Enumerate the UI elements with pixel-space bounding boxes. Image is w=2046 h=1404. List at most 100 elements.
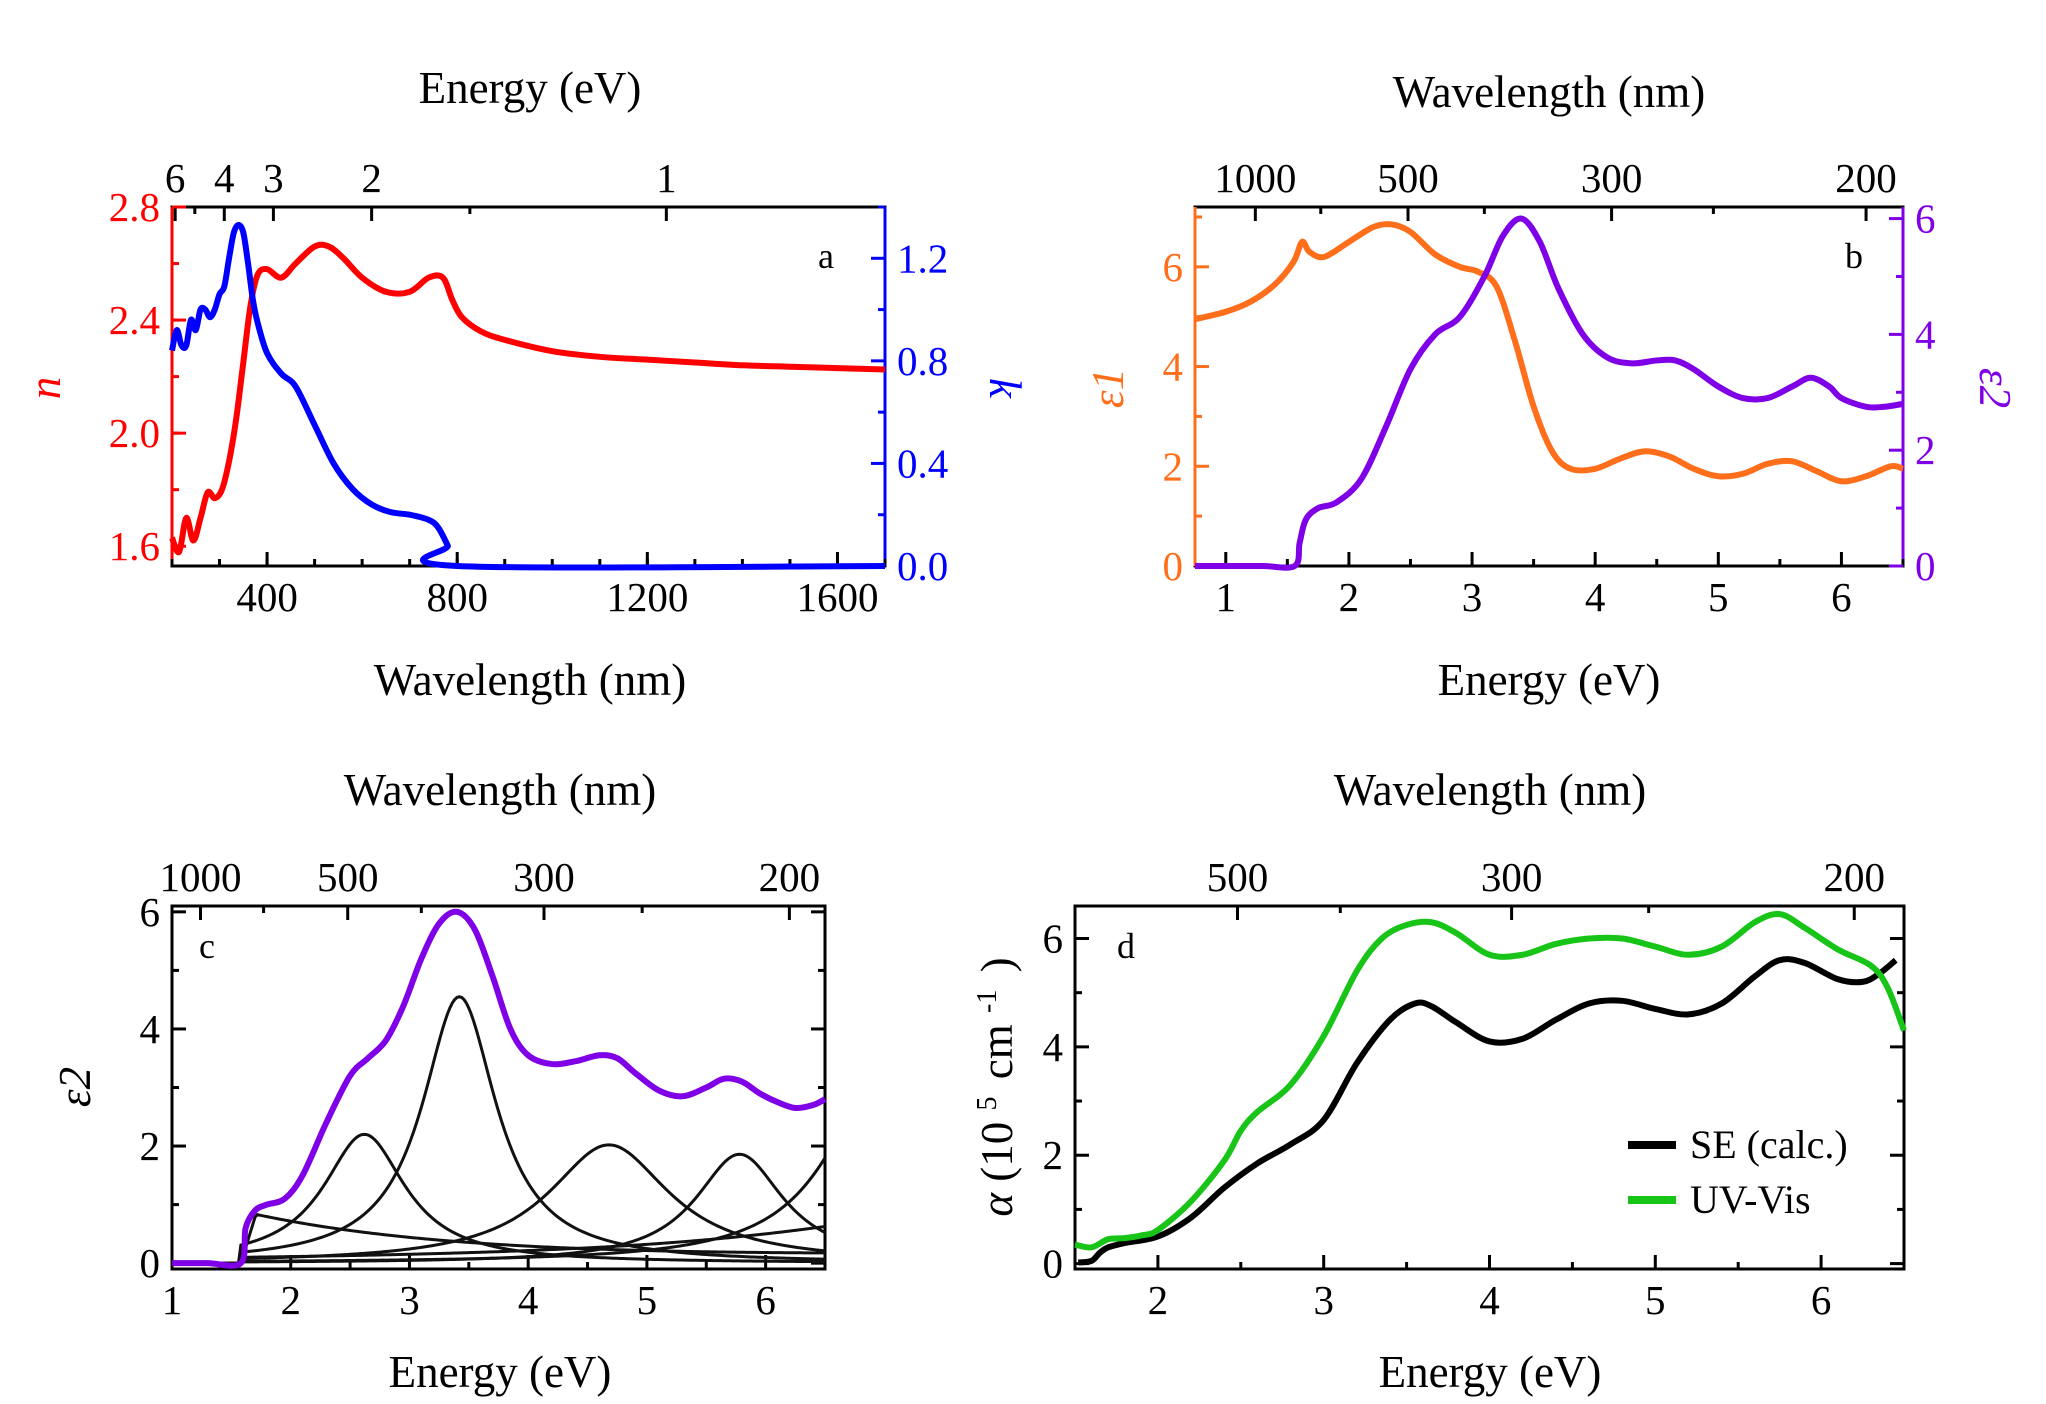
d-top-tick-label: 500 bbox=[1207, 854, 1269, 900]
d-alpha-symbol: α bbox=[972, 1192, 1022, 1217]
a-top-tick-label: 3 bbox=[263, 155, 284, 201]
b-left-tick-label: 4 bbox=[1163, 344, 1184, 390]
c-top-tick-label: 1000 bbox=[159, 854, 241, 900]
d-alpha-close: ) bbox=[972, 957, 1022, 972]
panel-b-right-axis-title: ε2 bbox=[1970, 368, 2020, 408]
svg-text:α (10 5: α (10 5 cm -1 ) bbox=[956, 957, 1022, 1216]
a-x-tick-label: 1200 bbox=[606, 574, 688, 620]
d-series-uv-vis bbox=[1074, 910, 1907, 1251]
panel-d-x-axis-title: Energy (eV) bbox=[1379, 1347, 1602, 1397]
b-top-tick-label: 1000 bbox=[1214, 155, 1296, 201]
c-left-tick-label: 4 bbox=[140, 1006, 161, 1052]
panel-a-label: a bbox=[818, 236, 834, 276]
b-x-tick-label: 5 bbox=[1708, 574, 1729, 620]
c-x-tick-label: 1 bbox=[162, 1277, 183, 1323]
b-x-tick-label: 3 bbox=[1462, 574, 1483, 620]
b-top-tick-label: 200 bbox=[1835, 155, 1897, 201]
c-top-tick-label: 200 bbox=[759, 854, 821, 900]
b-right-tick-label: 2 bbox=[1915, 427, 1936, 473]
panel-b: 1 2 3 4 5 6 1000 500 300 200 0 2 4 6 0 2 4 6 Wavelength (… bbox=[1083, 67, 2020, 705]
c-oscillator-2 bbox=[172, 1132, 826, 1265]
a-top-tick-label: 4 bbox=[214, 155, 235, 201]
b-x-tick-label: 6 bbox=[1831, 574, 1852, 620]
panel-c-x-axis-title: Energy (eV) bbox=[389, 1347, 612, 1397]
panel-a-right-axis-title: k bbox=[980, 378, 1030, 399]
a-series-n bbox=[169, 241, 886, 556]
c-top-tick-label: 500 bbox=[317, 854, 379, 900]
c-x-tick-label: 6 bbox=[755, 1277, 776, 1323]
b-left-tick-label: 6 bbox=[1163, 244, 1184, 290]
b-top-tick-label: 500 bbox=[1377, 155, 1439, 201]
a-top-tick-label: 6 bbox=[165, 155, 186, 201]
b-right-tick-label: 4 bbox=[1915, 311, 1936, 357]
a-left-tick-label: 2.0 bbox=[109, 410, 160, 456]
a-left-tick-label: 2.4 bbox=[109, 297, 160, 343]
panel-c-frame bbox=[170, 904, 827, 1271]
d-top-tick-label: 200 bbox=[1824, 854, 1886, 900]
b-right-tick-label: 0 bbox=[1915, 543, 1936, 589]
a-x-tick-label: 1600 bbox=[796, 574, 878, 620]
panel-c-label: c bbox=[199, 926, 215, 966]
svg-text:ε2: ε2 bbox=[1970, 368, 2020, 408]
a-right-tick-label: 0.4 bbox=[897, 440, 948, 486]
c-x-tick-label: 4 bbox=[518, 1277, 539, 1323]
panel-b-x-axis-title: Energy (eV) bbox=[1438, 655, 1661, 705]
panel-a-x-axis-title: Wavelength (nm) bbox=[374, 655, 687, 705]
panel-a-top-axis-title: Energy (eV) bbox=[419, 63, 642, 113]
c-oscillator-1 bbox=[172, 1213, 826, 1265]
b-series-eps1 bbox=[1194, 221, 1904, 485]
d-top-tick-label: 300 bbox=[1481, 854, 1543, 900]
b-x-tick-label: 2 bbox=[1339, 574, 1360, 620]
panel-d-left-axis-title: α (10 5 cm -1 ) bbox=[956, 957, 1022, 1216]
d-x-tick-label: 6 bbox=[1811, 1277, 1832, 1323]
panel-a-frame bbox=[170, 205, 887, 568]
b-top-tick-label: 300 bbox=[1581, 155, 1643, 201]
c-oscillator-7 bbox=[172, 1225, 826, 1265]
legend-label-se: SE (calc.) bbox=[1690, 1122, 1848, 1167]
b-left-tick-label: 2 bbox=[1163, 443, 1184, 489]
a-top-tick-label: 2 bbox=[361, 155, 382, 201]
a-left-tick-label: 1.6 bbox=[109, 523, 160, 569]
c-x-tick-label: 3 bbox=[399, 1277, 420, 1323]
a-right-tick-label: 0.8 bbox=[897, 338, 948, 384]
c-left-tick-label: 0 bbox=[140, 1240, 161, 1286]
a-top-tick-label: 1 bbox=[656, 155, 677, 201]
b-eps1-symbol: ε1 bbox=[1083, 368, 1133, 408]
b-eps2-symbol: ε2 bbox=[1970, 368, 2020, 408]
d-x-tick-label: 3 bbox=[1313, 1277, 1334, 1323]
panel-d-legend: SE (calc.) UV-Vis bbox=[1628, 1122, 1848, 1222]
b-left-tick-label: 0 bbox=[1163, 543, 1184, 589]
d-alpha-unit: cm bbox=[972, 1024, 1022, 1079]
panel-a-left-axis-title: n bbox=[20, 377, 70, 400]
d-alpha-sup2: -1 bbox=[972, 990, 1003, 1013]
c-left-tick-label: 6 bbox=[140, 889, 161, 935]
svg-text:ε1: ε1 bbox=[1083, 368, 1133, 408]
c-series-total bbox=[171, 908, 827, 1269]
panel-a: 400 800 1200 1600 6 4 3 2 1 1.6 2.0 2.4 2.8 0.0 0.4 0.8… bbox=[20, 63, 1030, 705]
c-oscillator-3 bbox=[172, 995, 826, 1265]
c-x-tick-label: 5 bbox=[637, 1277, 658, 1323]
c-top-tick-label: 300 bbox=[513, 854, 575, 900]
panel-c-left-axis-title: ε2 bbox=[50, 1067, 100, 1107]
panel-d-top-axis-title: Wavelength (nm) bbox=[1334, 765, 1647, 815]
panel-b-label: b bbox=[1845, 236, 1863, 276]
a-series-k bbox=[169, 221, 886, 571]
d-left-tick-label: 6 bbox=[1043, 916, 1064, 962]
legend-label-uvvis: UV-Vis bbox=[1690, 1177, 1811, 1222]
panel-d-label: d bbox=[1117, 926, 1135, 966]
d-left-tick-label: 2 bbox=[1043, 1132, 1064, 1178]
b-x-tick-label: 4 bbox=[1585, 574, 1606, 620]
d-series-se-calc bbox=[1077, 956, 1898, 1266]
b-series-eps2 bbox=[1194, 215, 1904, 571]
d-left-tick-label: 4 bbox=[1043, 1024, 1064, 1070]
a-x-tick-label: 400 bbox=[236, 574, 298, 620]
a-right-tick-label: 0.0 bbox=[897, 543, 948, 589]
c-left-tick-label: 2 bbox=[140, 1123, 161, 1169]
d-left-tick-label: 0 bbox=[1043, 1241, 1064, 1287]
panel-c-top-axis-title: Wavelength (nm) bbox=[344, 765, 657, 815]
a-right-tick-label: 1.2 bbox=[897, 235, 948, 281]
panel-d: 2 3 4 5 6 500 300 200 0 2 4 6 Wavelength (nm) Energ… bbox=[956, 765, 1907, 1397]
panel-b-left-axis-title: ε1 bbox=[1083, 368, 1133, 408]
